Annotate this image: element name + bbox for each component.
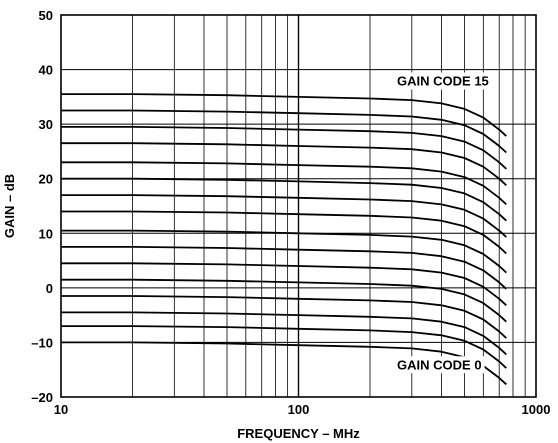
y-tick-label: 10 <box>39 226 53 241</box>
y-tick-label: –10 <box>31 335 53 350</box>
y-tick-label: –20 <box>31 390 53 405</box>
series-line-4 <box>61 161 507 206</box>
tick-labels: 10 100 1000 –20 –10 0 10 20 30 40 50 <box>31 8 550 417</box>
series-line-14 <box>61 325 507 369</box>
series-group <box>61 93 507 386</box>
y-axis-label: GAIN – dB <box>2 174 17 238</box>
series-line-6 <box>61 194 507 238</box>
series-line-3 <box>61 142 507 186</box>
y-tick-label: 0 <box>46 281 53 296</box>
series-line-0 <box>61 93 507 137</box>
series-line-13 <box>61 311 507 356</box>
series-line-11 <box>61 278 507 323</box>
series-line-15 <box>61 341 507 386</box>
annotation-label: GAIN CODE 0 <box>397 357 482 372</box>
y-tick-label: 50 <box>39 8 53 23</box>
annotation-label: GAIN CODE 15 <box>397 73 489 88</box>
y-tick-label: 30 <box>39 117 53 132</box>
x-tick-label: 10 <box>54 402 68 417</box>
annotation-background <box>394 356 485 374</box>
series-line-8 <box>61 229 507 274</box>
y-tick-label: 20 <box>39 172 53 187</box>
x-tick-label: 1000 <box>522 402 551 417</box>
series-line-9 <box>61 245 507 290</box>
annotation-background <box>394 72 492 90</box>
y-tick-label: 40 <box>39 63 53 78</box>
series-line-5 <box>61 177 507 222</box>
grid <box>61 15 536 397</box>
plot-frame <box>60 14 537 398</box>
series-line-12 <box>61 295 507 339</box>
x-axis-label: FREQUENCY – MHz <box>237 426 360 441</box>
series-line-1 <box>61 109 507 154</box>
annotations: GAIN CODE 15 GAIN CODE 0 <box>394 72 492 374</box>
series-line-2 <box>61 126 507 170</box>
x-tick-label: 100 <box>288 402 310 417</box>
series-line-10 <box>61 262 507 306</box>
series-line-7 <box>61 210 507 255</box>
